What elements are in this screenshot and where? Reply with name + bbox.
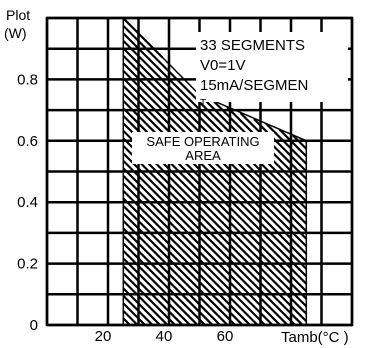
hatch-line xyxy=(122,265,185,325)
hatch-line xyxy=(122,145,305,325)
hatch-line xyxy=(122,205,245,325)
y-tick-label: 0 xyxy=(30,317,38,334)
y-tick-label: 0.8 xyxy=(17,71,38,88)
hatch-line xyxy=(122,235,215,325)
region-label-background xyxy=(132,132,274,164)
hatch-line xyxy=(122,257,192,325)
region-label-line-1: SAFE OPERATING xyxy=(146,134,259,149)
annotation-line-1: 33 SEGMENTS xyxy=(200,37,305,54)
hatch-line xyxy=(265,122,308,165)
hatch-line xyxy=(122,77,308,263)
y-axis-label-line1: Plot xyxy=(6,7,30,23)
hatch-line xyxy=(122,175,275,325)
hatch-line xyxy=(122,137,308,323)
hatch-line xyxy=(292,134,308,150)
hatch-line xyxy=(122,160,290,325)
annotation-line-2: V0=1V xyxy=(200,57,245,74)
hatch-line xyxy=(122,25,308,210)
hatch-line xyxy=(122,32,308,218)
annotation-line-3: 15mA/SEGMEN xyxy=(200,77,308,94)
hatch-line xyxy=(122,280,170,325)
hatch-line xyxy=(122,227,222,325)
plot-frame xyxy=(45,16,354,327)
hatch-line xyxy=(122,220,230,325)
y-tick-label: 0.2 xyxy=(17,256,38,273)
hatch-line xyxy=(122,272,177,325)
hatch-line xyxy=(122,302,147,325)
hatch-line xyxy=(122,85,308,270)
hatch-line xyxy=(278,128,308,158)
annotation-box xyxy=(196,32,348,102)
x-tick-label: 60 xyxy=(217,328,234,345)
x-axis-label: Tamb(°C ) xyxy=(281,329,349,346)
hatch-line xyxy=(122,242,207,325)
hatch-line xyxy=(122,295,155,325)
y-tick-label: 0.6 xyxy=(17,133,38,150)
hatch-line xyxy=(122,100,308,285)
hatch-line xyxy=(122,197,252,325)
hatch-line xyxy=(122,182,267,325)
x-tick-label: 20 xyxy=(95,328,112,345)
hatch-line xyxy=(122,92,308,278)
annotation-line-4: T xyxy=(200,98,206,109)
axes xyxy=(45,16,354,327)
x-tick-label: 40 xyxy=(156,328,173,345)
hatch-line xyxy=(122,152,297,325)
tick-labels: 0 0.2 0.4 0.6 0.8 20 40 60 xyxy=(17,71,233,345)
hatch-line xyxy=(122,190,260,325)
hatch-line xyxy=(122,212,237,325)
hatch-line xyxy=(253,118,308,173)
region-label-line-2: AREA xyxy=(185,148,221,163)
y-axis-label-line2: (W) xyxy=(4,25,27,41)
hatch-line xyxy=(122,310,140,325)
hatch-line xyxy=(122,167,282,325)
hatch-line xyxy=(122,250,200,325)
y-tick-label: 0.4 xyxy=(17,194,38,211)
hatch-line xyxy=(122,287,162,325)
